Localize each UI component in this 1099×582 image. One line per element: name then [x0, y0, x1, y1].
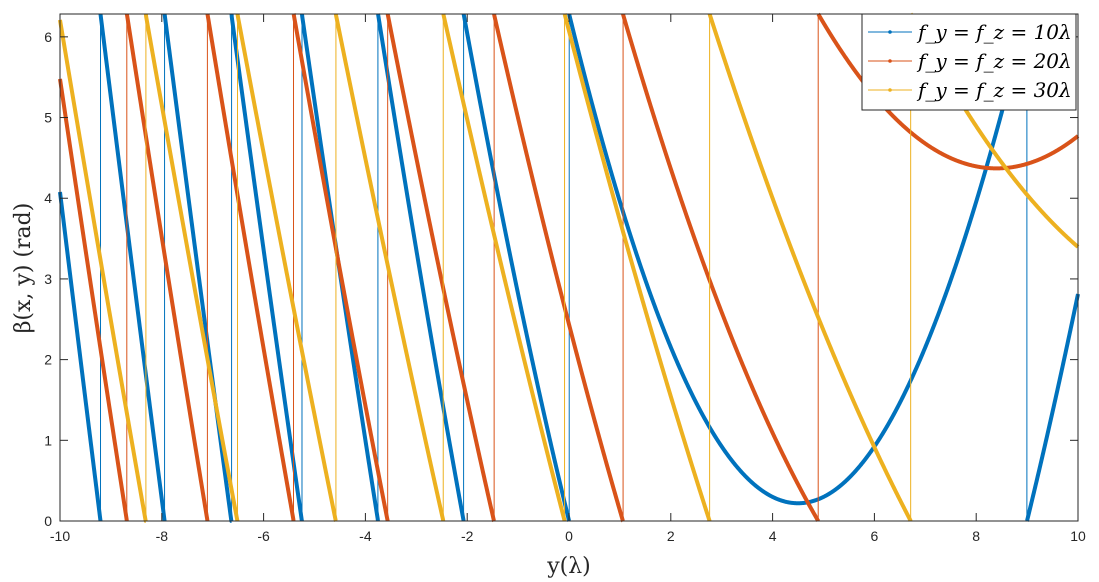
series-line: [291, 12, 390, 522]
legend-box: [861, 13, 1077, 111]
y-axis-label: β(x, y) (rad): [11, 203, 36, 334]
x-tick-label: -8: [156, 528, 169, 544]
series-line: [229, 13, 304, 523]
y-tick-label: 2: [44, 352, 52, 368]
series-line: [562, 12, 712, 523]
legend: f_y = f_z = 10λ f_y = f_z = 20λ f_y = f_z …: [861, 13, 1077, 111]
y-tick-label: 6: [44, 29, 52, 45]
legend-label: f_y = f_z = 20λ: [916, 49, 1072, 73]
series-2: [58, 12, 1080, 523]
series-line: [385, 13, 496, 523]
x-tick-label: 10: [1070, 528, 1086, 544]
x-axis-label: y(λ): [546, 554, 591, 579]
y-tick-label: 0: [44, 513, 52, 529]
legend-label: f_y = f_z = 10λ: [916, 20, 1072, 44]
series-line: [124, 12, 210, 522]
series-line: [143, 13, 240, 523]
x-tick-label: -4: [359, 528, 372, 544]
series-line: [1025, 293, 1080, 523]
series-line: [461, 12, 572, 523]
series-line: [235, 13, 338, 523]
series-line: [58, 191, 103, 522]
legend-label: f_y = f_z = 30λ: [916, 78, 1072, 102]
y-tick-label: 4: [44, 190, 52, 206]
y-tick-label: 5: [44, 110, 52, 126]
x-tick-label: 0: [565, 528, 573, 544]
x-tick-label: 4: [769, 528, 777, 544]
series-line: [58, 78, 129, 522]
series-line: [441, 12, 567, 522]
series-line: [492, 13, 625, 523]
x-tick-label: -2: [461, 528, 474, 544]
series-line: [98, 13, 167, 522]
x-tick-label: 6: [871, 528, 879, 544]
y-tick-label: 1: [44, 432, 52, 448]
legend-marker: [888, 88, 892, 92]
series-line: [376, 12, 466, 522]
series-line: [621, 13, 821, 523]
y-tick-label: 3: [44, 271, 52, 287]
series-line: [58, 19, 148, 523]
series-layer: [58, 12, 1080, 523]
x-tick-label: 8: [972, 528, 980, 544]
legend-marker: [888, 59, 892, 63]
series-line: [205, 12, 296, 522]
series-line: [567, 13, 1029, 506]
x-tick-label: -10: [50, 528, 70, 544]
series-line: [816, 12, 1080, 171]
series-line: [707, 12, 913, 523]
series-line: [333, 13, 446, 522]
ticks-layer: -10 -8 -6 -4 -2 0 2 4 6 8 10 0 1 2 3 4 5 6: [44, 14, 1086, 544]
x-tick-label: -6: [257, 528, 270, 544]
x-tick-label: 2: [667, 528, 675, 544]
legend-marker: [888, 30, 892, 34]
